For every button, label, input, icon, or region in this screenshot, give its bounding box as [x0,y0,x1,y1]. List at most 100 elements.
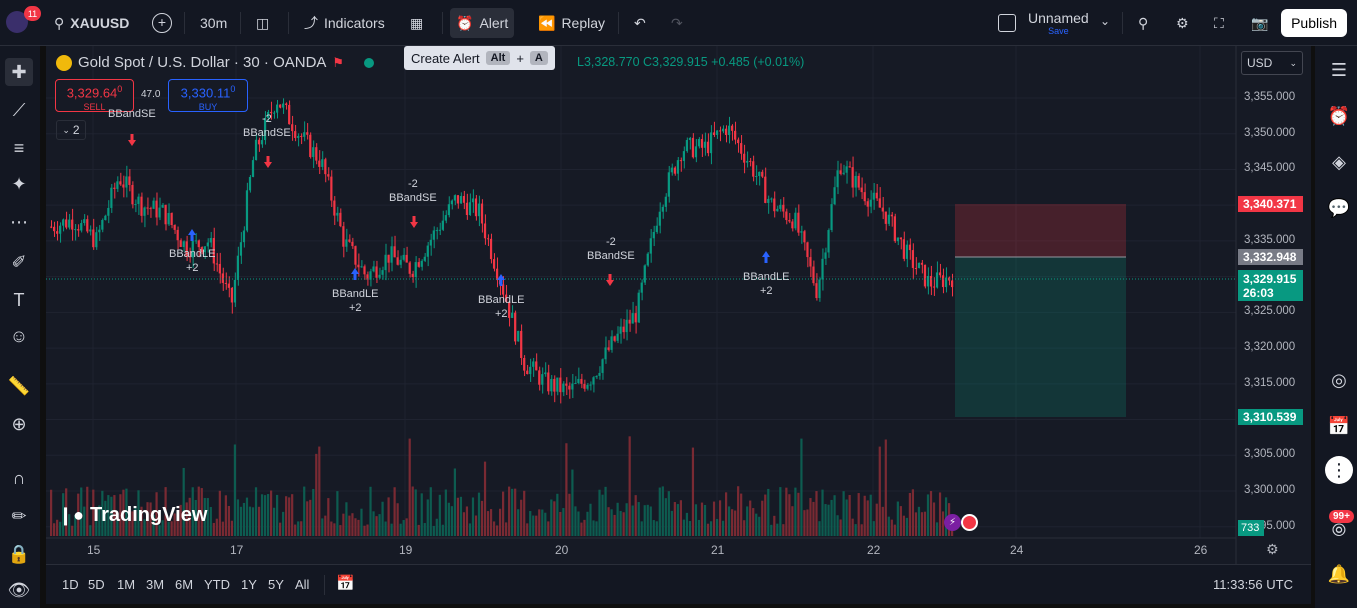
calendar-goto-icon[interactable]: 📅 [336,575,355,592]
right-sidebar: ☰ ⏰ ◈ 💬 ◎ 📅 ⋮ ⦾ 99+ 🔔 [1311,46,1357,608]
clock-display[interactable]: 11:33:56 UTC [1213,577,1293,592]
emoji-icon[interactable]: ☺ [9,325,29,346]
eye-icon[interactable]: 👁 [7,579,31,600]
publish-button[interactable]: Publish [1281,9,1347,37]
candle-body [547,372,550,392]
fullscreen-button[interactable]: ⛶ [1208,8,1230,38]
chevron-down-icon[interactable]: ⌄ [1100,14,1111,28]
candle-body [146,207,149,209]
brush-icon[interactable]: ✐ [11,251,27,272]
indicators-button[interactable]: ⤴ Indicators [298,8,391,38]
magnet-icon[interactable]: ∩ [12,467,26,488]
candle-body [724,128,728,136]
volume-bar [721,520,725,536]
candle-body [911,250,915,268]
signal-arrow [188,229,196,241]
range-ytd[interactable]: YTD [204,577,230,592]
target-icon[interactable]: ◎ [1331,369,1347,390]
signal-label: BBandLE +2 [743,271,790,297]
watchlist-icon[interactable]: ☰ [1330,59,1348,80]
volume-bar [728,506,731,536]
candle-body [53,226,56,232]
chart-type-button[interactable]: ◫ [250,8,275,38]
chart-pane[interactable]: Gold Spot / U.S. Dollar · 30 · OANDA ⚑ L… [46,46,1311,564]
settings-button[interactable]: ⚙ [1170,8,1195,38]
volume-bar [896,501,899,536]
lock-icon[interactable]: 🔒 [7,543,31,564]
alert-button[interactable]: ⏰ Alert [450,8,515,38]
volume-bar [809,498,812,536]
volume-bar [393,487,396,536]
candle-body [128,176,131,185]
price-chart[interactable] [46,46,1311,564]
quick-search-button[interactable]: ⚲ [1132,8,1154,38]
currency-select[interactable]: USD ⌄ [1241,51,1303,75]
user-avatar[interactable] [6,11,28,33]
volume-bar [366,524,369,536]
zoom-in-icon[interactable]: ⊕ [11,413,27,434]
range-5y[interactable]: 5Y [268,577,284,592]
candle-body [688,137,692,141]
layout-select-button[interactable] [992,8,1022,38]
calendar-icon[interactable]: 📅 [1327,415,1351,436]
indicator-collapse-toggle[interactable]: ⌄ 2 [56,120,86,140]
volume-bar [782,524,785,536]
symbol-search[interactable]: ⚲ XAUUSD [48,8,135,38]
volume-bar [477,492,481,536]
snapshot-button[interactable]: 📷 [1245,8,1274,38]
text-icon[interactable]: T [13,289,25,310]
range-3m[interactable]: 3M [146,577,165,592]
chevron-down-icon: ⌄ [62,124,70,135]
broadcast-icon[interactable]: ⦾ [1331,519,1347,540]
volume-bar [761,500,764,536]
range-6m[interactable]: 6M [175,577,194,592]
candle-body [119,181,122,185]
candle-body [604,347,607,360]
volume-bar [887,516,890,536]
apps-grid-icon[interactable]: ⋮ [1325,456,1353,484]
range-1m[interactable]: 1M [117,577,136,592]
volume-bar [743,520,746,536]
horizontal-lines-icon[interactable]: ≡ [13,137,25,158]
volume-bar [935,522,939,536]
volume-bar [306,501,309,536]
lock-drawing-icon[interactable]: ✏ [11,505,27,526]
pattern-icon[interactable]: ✦ [11,173,27,194]
layers-icon[interactable]: ◈ [1332,151,1346,172]
signal-label: BBandLE +2 [332,288,379,314]
volume-bar [209,507,212,536]
templates-button[interactable]: ▦ [404,8,429,38]
range-5d[interactable]: 5D [88,577,105,592]
sell-button[interactable]: 3,329.640 SELL [55,79,134,112]
bell-icon[interactable]: 🔔 [1327,563,1351,584]
signal-label: BBandLE +2 [169,248,216,274]
ruler-icon[interactable]: 📏 [7,375,31,396]
volume-bar [242,502,246,536]
volume-bar [435,518,438,536]
candle-body [944,277,948,288]
range-1d[interactable]: 1D [62,577,79,592]
compare-button[interactable]: + [146,8,178,38]
axis-settings-icon[interactable]: ⚙ [1266,541,1279,557]
volume-bar [360,508,363,536]
crosshair-icon[interactable]: ✚ [5,58,33,86]
layout-name-button[interactable]: Unnamed Save [1028,10,1089,36]
candle-body [673,167,676,174]
buy-button[interactable]: 3,330.110 BUY [168,79,248,112]
chat-icon[interactable]: 💬 [1327,197,1351,218]
redo-button[interactable]: ↷ [665,8,689,38]
range-all[interactable]: All [295,577,310,592]
volume-bar [203,497,206,536]
candle-body [809,257,812,267]
undo-button[interactable]: ↶ [628,8,652,38]
range-1y[interactable]: 1Y [241,577,257,592]
fib-icon[interactable]: ⋯ [10,211,28,232]
indicators-icon: ⤴ [304,15,318,31]
volume-bar [152,515,155,536]
trend-line-icon[interactable]: ⟋ [12,99,26,120]
interval-button[interactable]: 30m [200,15,228,31]
replay-button[interactable]: ⏪ Replay [532,8,611,38]
alerts-count-badge: 99+ [1329,510,1354,523]
alarm-icon[interactable]: ⏰ [1327,105,1351,126]
volume-bar [547,521,550,536]
